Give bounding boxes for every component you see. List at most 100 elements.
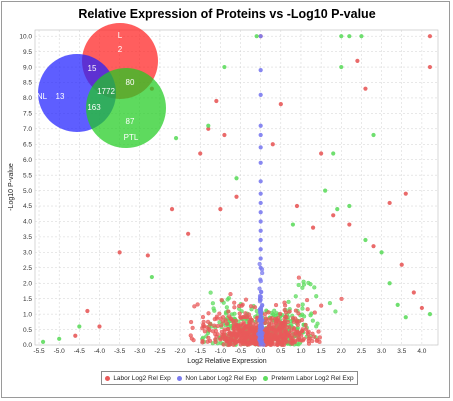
labor-point: [201, 319, 206, 324]
non-labor-point: [258, 145, 263, 150]
x-tick-label: -2.5: [154, 348, 166, 355]
labor-point: [274, 325, 279, 330]
labor-point: [296, 303, 301, 308]
labor-point: [228, 291, 233, 297]
x-tick-label: 3.0: [377, 348, 386, 355]
legend-swatch: [105, 375, 111, 381]
x-tick-label: 0.5: [276, 348, 285, 355]
labor-point: [206, 311, 211, 316]
labor-point: [205, 325, 210, 330]
legend-label: Non Labor Log2 Rel Exp: [185, 374, 257, 382]
preterm-labor-point: [301, 279, 306, 284]
preterm-labor-point: [308, 282, 313, 287]
y-tick-label: 10.0: [19, 33, 32, 40]
y-tick-label: 4.5: [23, 203, 32, 210]
labor-point: [278, 311, 283, 317]
non-labor-point: [257, 310, 263, 315]
labor-point: [85, 308, 90, 314]
y-tick-label: 2.5: [23, 265, 32, 272]
labor-point: [241, 329, 246, 334]
labor-point: [296, 311, 301, 316]
legend-swatch: [177, 375, 183, 381]
labor-point: [310, 225, 316, 230]
non-labor-point: [260, 270, 265, 276]
preterm-labor-point: [149, 274, 154, 280]
preterm-labor-point: [347, 34, 352, 39]
labor-point: [217, 311, 222, 316]
x-tick-label: 3.5: [397, 348, 406, 355]
non-labor-point: [258, 123, 263, 128]
labor-point: [192, 304, 197, 309]
labor-point: [220, 319, 226, 324]
labor-point: [290, 316, 296, 321]
labor-point: [97, 324, 102, 329]
volcano-plot: Relative Expression of Proteins vs -Log1…: [8, 7, 439, 365]
labor-point: [387, 200, 392, 206]
labor-point: [355, 58, 360, 63]
y-tick-label: 6.0: [23, 157, 32, 164]
labor-point: [250, 324, 256, 329]
labor-point: [310, 338, 315, 344]
y-tick-label: 9.5: [23, 49, 32, 56]
non-labor-point: [258, 210, 263, 215]
preterm-labor-point: [331, 151, 336, 156]
preterm-labor-point: [254, 34, 259, 39]
venn-count-preterm-only: 87: [126, 117, 135, 126]
labor-point: [304, 297, 310, 303]
venn-count-labor-preterm: 80: [126, 78, 135, 87]
preterm-labor-point: [234, 176, 239, 181]
non-labor-point: [258, 92, 263, 97]
non-labor-point: [259, 335, 264, 341]
labor-point: [223, 335, 228, 340]
labor-point: [200, 314, 206, 320]
labor-point: [305, 307, 310, 312]
labor-point: [251, 330, 256, 335]
labor-point: [283, 330, 288, 335]
labor-point: [252, 305, 258, 310]
labor-point: [299, 317, 305, 323]
non-labor-point: [258, 339, 263, 344]
labor-point: [319, 151, 324, 156]
labor-point: [247, 319, 252, 324]
y-tick-label: 7.0: [23, 126, 32, 133]
labor-point: [224, 321, 229, 326]
preterm-labor-point: [206, 123, 211, 128]
labor-point: [363, 86, 368, 91]
labor-point: [275, 337, 280, 342]
labor-point: [145, 253, 150, 258]
labor-point: [263, 336, 268, 341]
y-tick-label: 1.0: [23, 311, 32, 318]
non-labor-point: [257, 293, 263, 299]
labor-point: [200, 326, 205, 331]
labor-point: [221, 342, 226, 347]
labor-point: [272, 334, 277, 339]
labor-point: [291, 326, 297, 331]
labor-point: [218, 337, 223, 342]
preterm-labor-point: [272, 308, 277, 313]
venn-count-labor-non-labor: 15: [88, 64, 97, 73]
labor-point: [230, 318, 236, 323]
labor-point: [218, 316, 223, 321]
labor-point: [419, 305, 424, 311]
legend-item-non-labor: Non Labor Log2 Rel Exp: [177, 374, 257, 382]
venn-count-all: 1772: [97, 87, 115, 96]
labor-point: [206, 126, 211, 131]
y-tick-label: 9.0: [23, 64, 32, 71]
y-tick-label: 4.0: [23, 219, 32, 226]
non-labor-point: [258, 179, 263, 184]
preterm-labor-point: [173, 135, 179, 141]
preterm-labor-point: [335, 207, 340, 212]
preterm-labor-point: [312, 285, 317, 290]
labor-point: [403, 191, 408, 196]
x-tick-label: 0.0: [256, 348, 265, 355]
venn-count-non-labor-preterm: 163: [87, 103, 101, 112]
labor-point: [293, 308, 298, 313]
preterm-labor-point: [286, 299, 291, 304]
labor-point: [282, 300, 287, 305]
labor-point: [246, 342, 252, 347]
labor-point: [188, 319, 194, 325]
labor-point: [202, 329, 207, 334]
legend-label: Preterm Labor Log2 Rel Exp: [271, 374, 354, 382]
preterm-labor-point: [210, 301, 215, 306]
preterm-labor-point: [327, 301, 332, 306]
